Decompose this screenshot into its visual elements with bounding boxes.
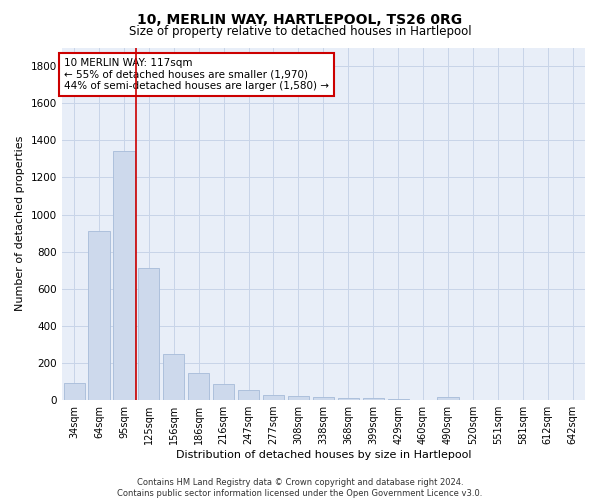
Bar: [88, 231, 110, 400]
Bar: [263, 396, 284, 400]
Bar: [437, 396, 458, 400]
Bar: [313, 398, 334, 400]
Text: Contains HM Land Registry data © Crown copyright and database right 2024.
Contai: Contains HM Land Registry data © Crown c…: [118, 478, 482, 498]
Text: 10, MERLIN WAY, HARTLEPOOL, TS26 0RG: 10, MERLIN WAY, HARTLEPOOL, TS26 0RG: [137, 12, 463, 26]
Bar: [113, 152, 134, 400]
Bar: [188, 373, 209, 400]
Bar: [163, 354, 184, 400]
Bar: [238, 390, 259, 400]
Bar: [288, 396, 309, 400]
Bar: [213, 384, 234, 400]
X-axis label: Distribution of detached houses by size in Hartlepool: Distribution of detached houses by size …: [176, 450, 471, 460]
Bar: [362, 398, 384, 400]
Bar: [138, 268, 160, 400]
Bar: [338, 398, 359, 400]
Bar: [388, 398, 409, 400]
Text: Size of property relative to detached houses in Hartlepool: Size of property relative to detached ho…: [128, 25, 472, 38]
Y-axis label: Number of detached properties: Number of detached properties: [15, 136, 25, 312]
Bar: [64, 384, 85, 400]
Text: 10 MERLIN WAY: 117sqm
← 55% of detached houses are smaller (1,970)
44% of semi-d: 10 MERLIN WAY: 117sqm ← 55% of detached …: [64, 58, 329, 92]
